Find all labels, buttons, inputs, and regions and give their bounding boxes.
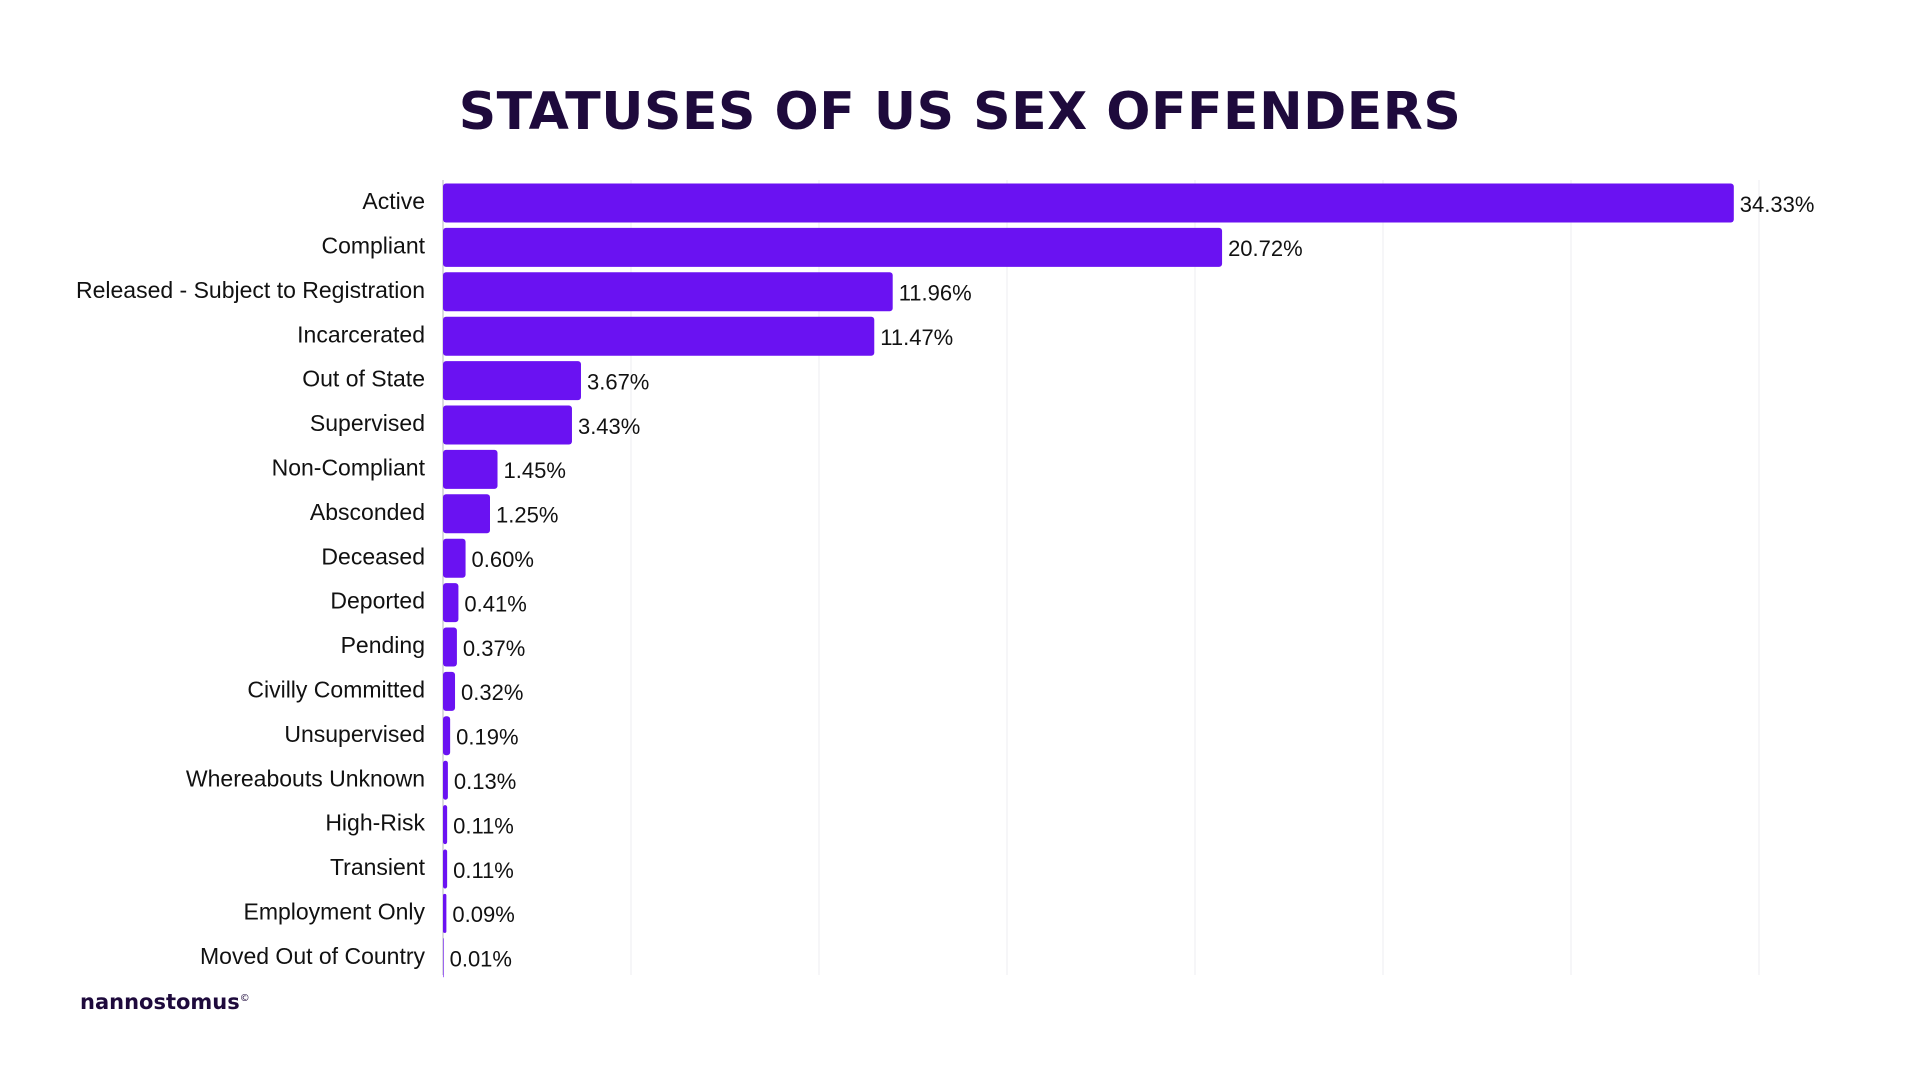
gridlines: [442, 180, 1760, 975]
bar: [443, 627, 457, 667]
data-label: 3.67%: [587, 369, 649, 394]
category-label: Deceased: [321, 543, 425, 569]
category-label: Compliant: [321, 232, 425, 258]
bar: [443, 760, 448, 800]
data-label: 34.33%: [1740, 192, 1815, 217]
category-label: Transient: [330, 854, 426, 880]
data-label: 3.43%: [578, 414, 640, 439]
category-label: Unsupervised: [284, 721, 425, 747]
category-label: Incarcerated: [297, 321, 425, 347]
bar: [443, 449, 498, 489]
data-label: 1.45%: [504, 458, 566, 483]
bar: [443, 671, 456, 711]
bar: [443, 938, 444, 978]
data-label: 11.47%: [880, 325, 953, 350]
bar: [443, 893, 447, 933]
data-label: 11.96%: [899, 281, 972, 306]
data-label: 0.11%: [453, 858, 514, 883]
data-label: 20.72%: [1228, 236, 1303, 261]
category-label: Pending: [341, 632, 425, 658]
bar: [443, 538, 466, 578]
category-label: Active: [362, 188, 425, 214]
data-label: 0.60%: [472, 547, 534, 572]
bar: [443, 361, 581, 401]
data-label: 0.37%: [463, 636, 525, 661]
bar: [443, 183, 1734, 223]
data-label: 0.19%: [456, 725, 518, 750]
data-label: 0.01%: [450, 947, 512, 972]
data-label: 1.25%: [496, 503, 558, 528]
bar: [443, 316, 875, 356]
category-labels: Active Compliant Released - Subject to Reg…: [76, 188, 426, 969]
brand-logo: nannostomus©: [80, 990, 250, 1014]
category-label: Employment Only: [243, 898, 425, 924]
brand-name: nannostomus: [80, 990, 240, 1014]
bar: [443, 716, 451, 756]
value-labels: 34.33% 20.72% 11.96% 11.47% 3.67% 3.43% 1.45% 1…: [450, 192, 1815, 972]
data-label: 0.32%: [461, 680, 523, 705]
category-label: Civilly Committed: [247, 676, 425, 702]
bar: [443, 405, 572, 445]
bar: [443, 805, 448, 845]
data-label: 0.11%: [453, 813, 514, 838]
category-label: Out of State: [302, 366, 425, 392]
category-label: Moved Out of Country: [200, 943, 425, 969]
bar: [443, 849, 448, 889]
bar: [443, 494, 490, 534]
category-label: Supervised: [310, 410, 425, 436]
category-label: Non-Compliant: [272, 454, 426, 480]
category-label: Deported: [330, 588, 425, 614]
bar: [443, 227, 1223, 267]
category-label: Absconded: [310, 499, 425, 525]
brand-mark: ©: [239, 993, 250, 1004]
data-label: 0.41%: [464, 591, 526, 616]
category-label: Released - Subject to Registration: [76, 277, 425, 303]
data-label: 0.13%: [454, 769, 516, 794]
bars: [443, 183, 1734, 978]
bar: [443, 272, 893, 312]
bar: [443, 583, 459, 623]
chart-title: STATUSES OF US SEX OFFENDERS: [458, 82, 1462, 142]
category-label: Whereabouts Unknown: [186, 765, 425, 791]
category-label: High-Risk: [325, 810, 425, 836]
data-label: 0.09%: [452, 902, 514, 927]
